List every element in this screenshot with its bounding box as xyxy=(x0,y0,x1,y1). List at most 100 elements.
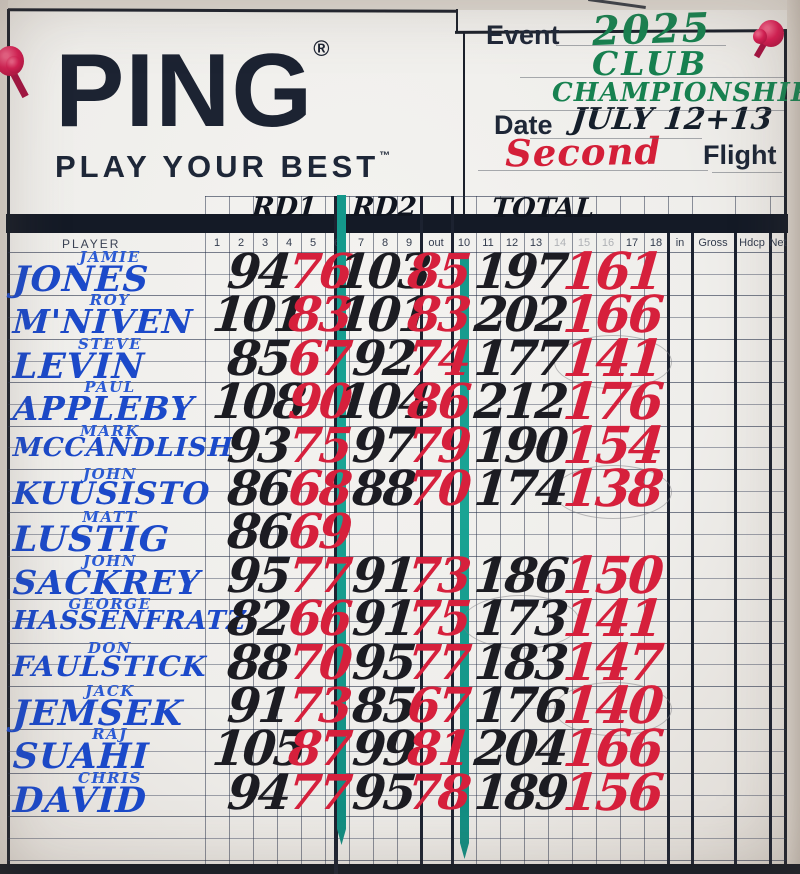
player-first-name: George xyxy=(68,595,152,614)
ruled-line xyxy=(530,138,702,139)
hole-column-header: 8 xyxy=(381,237,389,249)
player-first-name: Mark xyxy=(80,421,140,440)
grid-vertical-line xyxy=(596,196,597,864)
grid-vertical-line xyxy=(205,196,206,864)
hole-column-header: Net xyxy=(769,237,787,249)
ping-logo: PING xyxy=(55,33,314,149)
player-last-name: Hassenfratz xyxy=(12,606,248,637)
brand-tagline: PLAY YOUR BEST™ xyxy=(55,149,395,184)
brand-block: PING® PLAY YOUR BEST™ xyxy=(55,36,394,185)
grid-vertical-line xyxy=(500,196,501,864)
round1-label: RD1 xyxy=(250,192,318,223)
player-first-name: John xyxy=(82,551,138,570)
hole-column-header: 7 xyxy=(357,237,365,249)
player-first-name: Paul xyxy=(84,378,136,397)
player-first-name: Jack xyxy=(85,682,135,700)
player-first-name: Raj xyxy=(92,725,128,744)
grid-horizontal-line xyxy=(205,196,786,197)
event-championship: CHAMPIONSHIP xyxy=(552,78,800,108)
ruled-line xyxy=(500,110,784,111)
border-top-left-segment xyxy=(7,8,459,13)
score-total-net: 138 xyxy=(560,459,664,519)
hole-column-header: 2 xyxy=(237,237,245,249)
hole-column-header: 18 xyxy=(649,237,663,249)
grid-bold-line xyxy=(769,233,772,864)
hole-column-header: 11 xyxy=(482,237,494,249)
hole-column-header: 13 xyxy=(529,237,543,249)
player-first-name: Don xyxy=(87,638,133,657)
grid-vertical-line xyxy=(644,196,645,864)
ruled-line xyxy=(556,45,726,46)
grid-bold-line xyxy=(667,233,670,864)
event-club: CLUB xyxy=(592,44,709,83)
grid-vertical-line xyxy=(301,196,302,864)
grid-vertical-line xyxy=(229,196,230,864)
grid-vertical-line xyxy=(572,196,573,864)
header-bar xyxy=(6,214,788,233)
hole-column-header: 12 xyxy=(505,237,519,249)
player-first-name: Matt xyxy=(82,508,138,527)
hole-column-header: out xyxy=(428,237,444,249)
grid-vertical-line xyxy=(373,196,374,864)
player-column-header: PLAYER xyxy=(62,237,121,251)
hole-column-header: 3 xyxy=(261,237,269,249)
hole-column-header: 10 xyxy=(457,237,471,249)
player-first-name: Roy xyxy=(89,291,131,310)
total-label: TOTAL xyxy=(490,193,596,224)
trademark-symbol: ™ xyxy=(379,150,395,162)
player-last-name: Kuusisto xyxy=(12,476,212,512)
hole-column-header: 17 xyxy=(625,237,639,249)
hole-column-header: 5 xyxy=(309,237,317,249)
grid-vertical-line xyxy=(524,196,525,864)
round2-label: RD2 xyxy=(350,192,418,223)
pencil-circle xyxy=(554,682,672,736)
teal-highlighter-stripe xyxy=(337,195,346,845)
grid-vertical-line xyxy=(397,196,398,864)
hole-column-header: 1 xyxy=(213,237,221,249)
player-first-name: Steve xyxy=(78,334,142,353)
grid-bold-line xyxy=(734,233,737,864)
border-right xyxy=(784,29,787,874)
hole-column-header: in xyxy=(675,237,685,249)
registered-mark: ® xyxy=(313,36,330,61)
player-first-name: Chris xyxy=(78,768,142,787)
player-first-name: John xyxy=(82,465,138,483)
teal-highlighter-stripe xyxy=(460,253,469,859)
score-total-net: 156 xyxy=(560,762,664,823)
hole-column-header: 14 xyxy=(553,237,567,249)
grid-vertical-line xyxy=(476,196,477,864)
grid-vertical-line xyxy=(548,196,549,864)
event-label: Event xyxy=(486,20,560,50)
date-label: Date xyxy=(494,110,553,140)
grid-bold-line xyxy=(420,196,423,864)
hole-column-header: 15 xyxy=(577,237,591,249)
hole-column-header: 4 xyxy=(285,237,293,249)
player-last-name: David xyxy=(11,779,148,821)
ruled-line xyxy=(478,170,708,171)
hole-column-header: 9 xyxy=(405,237,413,249)
border-left xyxy=(7,9,10,874)
pencil-circle xyxy=(462,595,580,650)
ruled-line xyxy=(520,77,784,78)
flight-value: Second xyxy=(504,128,662,176)
grid-vertical-line xyxy=(253,196,254,864)
player-first-name: Jamie xyxy=(79,248,141,266)
hole-column-header: 16 xyxy=(601,237,615,249)
ruled-line xyxy=(712,172,782,173)
pencil-circle xyxy=(554,465,672,519)
grid-bold-line xyxy=(691,233,694,864)
grid-bold-line xyxy=(451,196,454,864)
grid-bold-line xyxy=(334,196,338,874)
border-top-jog xyxy=(456,9,458,33)
event-panel-divider xyxy=(463,31,465,214)
player-last-name: Faulstick xyxy=(12,649,208,683)
grid-vertical-line xyxy=(277,196,278,864)
bottom-bar xyxy=(0,864,800,874)
flight-label: Flight xyxy=(703,140,777,170)
grid-vertical-line xyxy=(325,196,326,864)
grid-vertical-line xyxy=(349,196,350,864)
hole-column-header: Gross xyxy=(698,237,728,249)
hole-column-header: Hdcp xyxy=(739,237,765,249)
grid-vertical-line xyxy=(620,196,621,864)
